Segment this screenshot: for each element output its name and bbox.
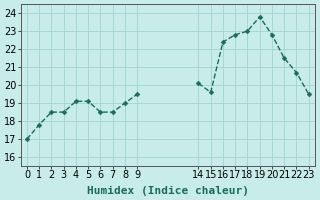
X-axis label: Humidex (Indice chaleur): Humidex (Indice chaleur) (87, 186, 249, 196)
